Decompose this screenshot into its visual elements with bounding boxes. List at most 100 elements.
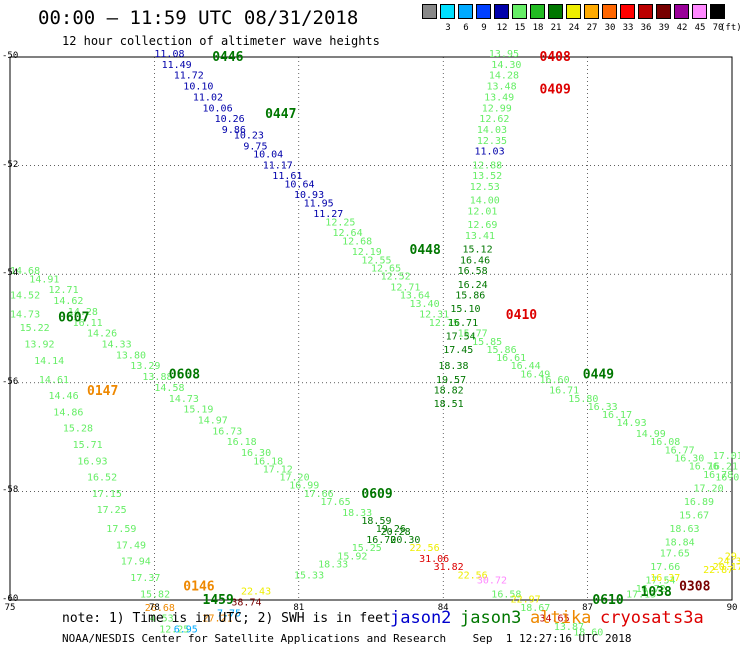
wave-height-sample: 15.85 (472, 337, 502, 348)
wave-height-sample: 38.74 (231, 597, 261, 608)
wave-height-sample: 12.19 (352, 247, 382, 258)
wave-height-sample: 11.03 (475, 147, 505, 158)
wave-height-sample: 16.46 (460, 255, 490, 266)
wave-height-sample: 22.43 (241, 587, 271, 598)
pass-time-label: 0147 (87, 384, 118, 399)
legend-label: 39 (658, 23, 670, 33)
wave-height-sample: 14.03 (477, 125, 507, 136)
wave-height-sample: 16.30 (674, 454, 704, 465)
mission-name-s3a: s3a (673, 608, 704, 628)
wave-height-sample: 12.64 (333, 228, 363, 239)
lat-tick-label: -56 (2, 376, 19, 387)
wave-height-sample: 12.35 (477, 136, 507, 147)
wave-height-sample: 16.60 (540, 375, 570, 386)
wave-height-sample: 17.25 (97, 505, 127, 516)
pass-time-label: 0446 (212, 50, 243, 65)
legend-swatch (440, 4, 455, 19)
wave-height-sample: 12.53 (470, 182, 500, 193)
wave-height-sample: 12.99 (482, 103, 512, 114)
wave-height-sample: 19.57 (436, 375, 466, 386)
wave-height-sample: 22.97 (511, 595, 541, 606)
wave-height-sample: 12.25 (325, 217, 355, 228)
wave-height-sample: 13.80 (116, 350, 146, 361)
wave-height-sample: 12.68 (342, 236, 372, 247)
wave-height-sample: 16.71 (448, 318, 478, 329)
wave-height-sample: 16.78 (703, 470, 733, 481)
wave-height-sample: 13.64 (400, 291, 430, 302)
wave-height-sample: 17.49 (116, 540, 146, 551)
wave-height-sample: 16.73 (212, 426, 242, 437)
wave-height-sample: 31.82 (434, 562, 464, 573)
wave-height-sample: 13.41 (465, 231, 495, 242)
legend-swatch (602, 4, 617, 19)
pass-time-label: 0610 (592, 593, 623, 608)
wave-height-sample: 15.25 (352, 543, 382, 554)
wave-height-sample: 15.86 (455, 291, 485, 302)
wave-height-sample: 13.52 (472, 171, 502, 182)
wave-height-sample: 15.86 (487, 345, 517, 356)
wave-height-sample: 18.51 (434, 399, 464, 410)
pass-time-label: 0408 (540, 50, 571, 65)
wave-height-sample: 14.33 (102, 340, 132, 351)
lon-tick-label: 87 (582, 603, 594, 613)
legend-swatch (548, 4, 563, 19)
legend-label: 45 (694, 23, 706, 33)
wave-height-sample: 34.65 (540, 614, 570, 625)
legend-label: 18 (532, 23, 544, 33)
legend-label: 6 (463, 23, 469, 33)
wave-height-sample: 14.91 (29, 274, 59, 285)
wave-height-sample: 15.77 (458, 329, 488, 340)
wave-height-sample: 12.71 (390, 283, 420, 294)
legend-label: 70 (712, 23, 724, 33)
wave-height-sample: 12.75 (429, 318, 459, 329)
legend-swatch (566, 4, 581, 19)
legend-swatch (422, 4, 437, 19)
wave-height-sample: 10.06 (203, 103, 233, 114)
wave-height-sample: 14.97 (198, 416, 228, 427)
lat-tick-label: -60 (2, 594, 19, 604)
wave-height-sample: 14.58 (154, 383, 184, 394)
pass-time-label: 0146 (183, 579, 214, 594)
legend-swatch (494, 4, 509, 19)
mission-name-altika: altika (530, 608, 592, 628)
legend-label: 33 (622, 23, 634, 33)
wave-height-sample: 15.92 (337, 551, 367, 562)
pass-time-label: 0409 (540, 83, 571, 98)
wave-height-sample: 16.08 (650, 437, 680, 448)
lon-tick-label: 90 (726, 603, 738, 613)
page-subtitle: 12 hour collection of altimeter wave hei… (62, 34, 380, 48)
legend-label: 24 (568, 23, 580, 33)
lat-tick-label: -54 (2, 268, 19, 279)
wave-height-sample: 16.30 (241, 448, 271, 459)
wave-height-sample: 17.37 (130, 573, 160, 584)
wave-height-sample: 20.17 (713, 562, 740, 573)
wave-height-sample: 16.70 (366, 535, 396, 546)
lon-tick-label: 78 (148, 603, 160, 613)
wave-height-sample: 13.49 (484, 92, 514, 103)
legend-swatch (710, 4, 725, 19)
wave-height-sample: 15.22 (20, 323, 50, 334)
wave-height-sample: 12.52 (381, 272, 411, 283)
wave-height-sample: 10.64 (284, 179, 314, 190)
wave-height-sample: 17.01 (713, 451, 740, 462)
wave-height-sample: 17.13 (626, 589, 656, 600)
wave-height-sample: 10.04 (253, 150, 283, 161)
wave-height-sample: 17.66 (650, 562, 680, 573)
lat-tick-label: -58 (2, 485, 19, 496)
wave-height-sample: 16.24 (458, 280, 488, 291)
wave-height-sample: 14.73 (10, 310, 40, 321)
lat-tick-label: -50 (2, 51, 19, 61)
wave-height-sample: 4.53 (150, 614, 174, 625)
legend-swatch (692, 4, 707, 19)
legend-swatch (512, 4, 527, 19)
lat-tick-label: -52 (2, 159, 19, 170)
wave-height-sample: 11.95 (304, 198, 334, 209)
wave-height-sample: 22.56 (458, 570, 488, 581)
wave-height-sample: 16.89 (684, 497, 714, 508)
wave-height-sample: 14.68 (10, 266, 40, 277)
pass-time-label: 0447 (265, 107, 296, 122)
pass-time-label: 0308 (679, 579, 710, 594)
legend-swatch (584, 4, 599, 19)
pass-time-label: 1038 (641, 585, 672, 600)
